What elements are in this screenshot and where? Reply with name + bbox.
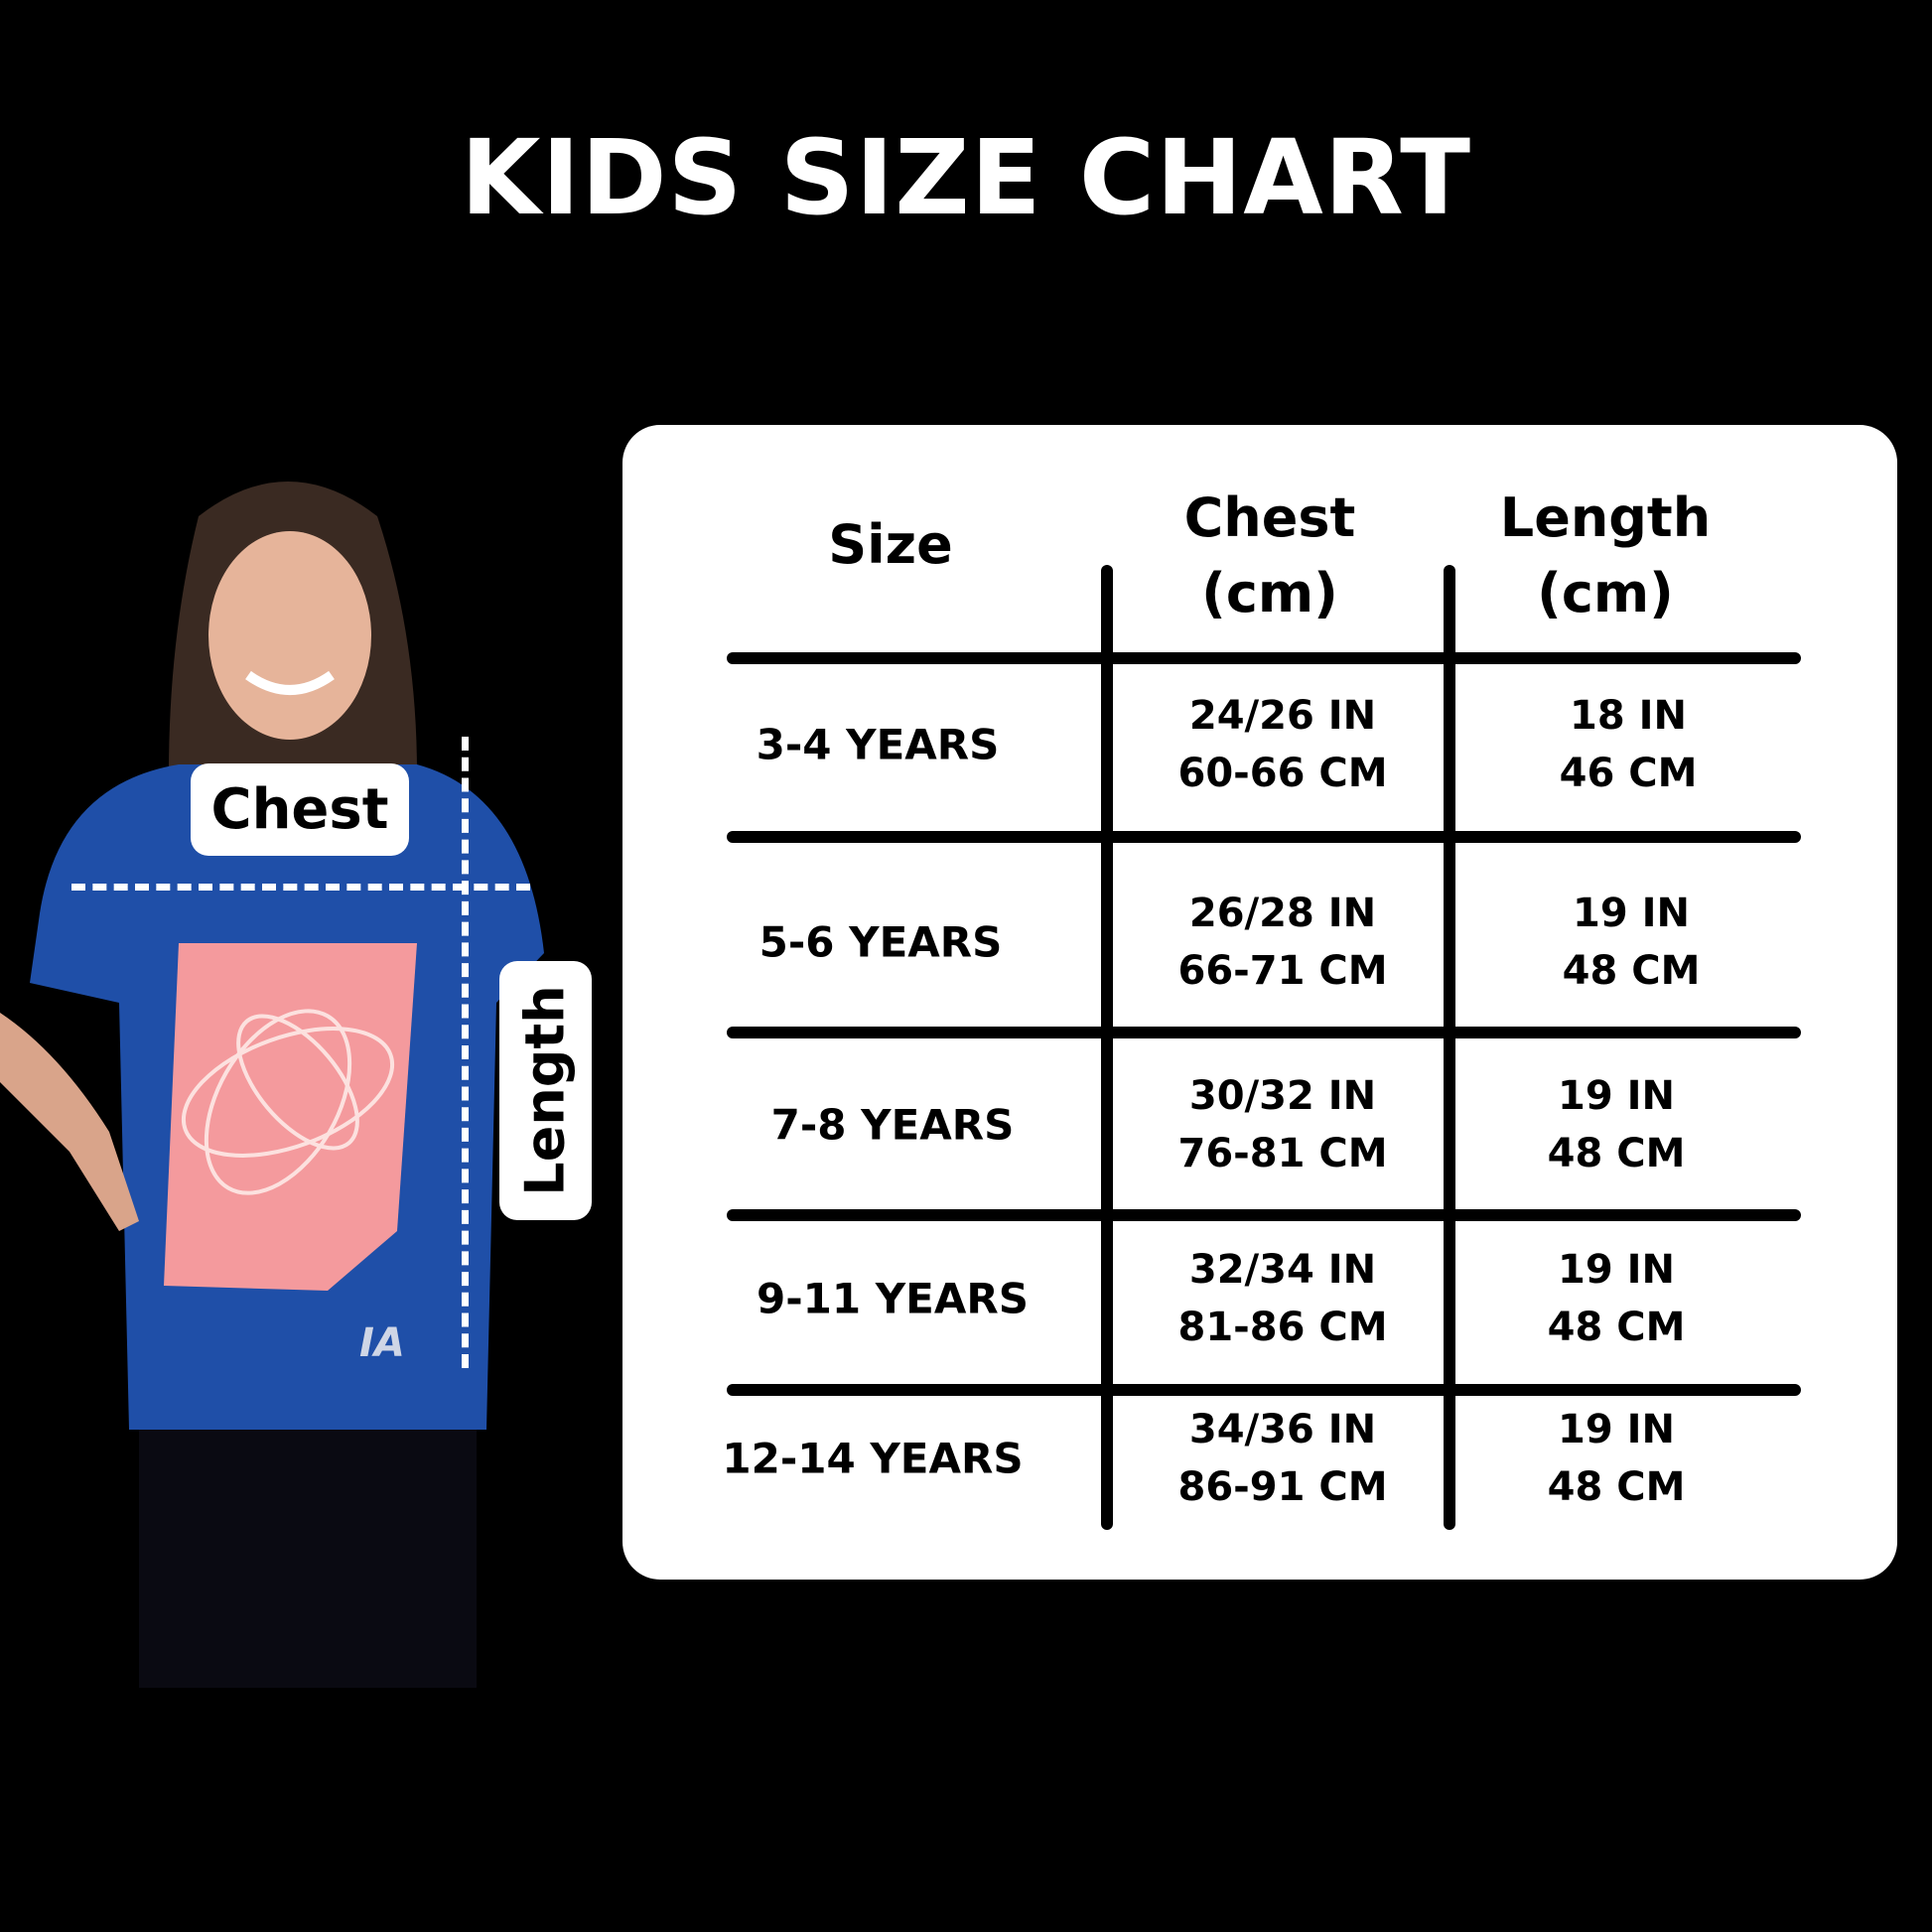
length-cell: 18 IN 46 CM (1560, 687, 1698, 802)
length-in: 18 IN (1570, 693, 1687, 739)
length-measure-line (462, 737, 469, 1368)
chest-in: 24/26 IN (1188, 693, 1377, 739)
chest-label-text: Chest (210, 777, 389, 842)
girl-in-tshirt-illustration (0, 482, 544, 1688)
length-cm: 46 CM (1559, 751, 1698, 796)
length-cm: 48 CM (1547, 1305, 1686, 1350)
length-cell: 19 IN 48 CM (1548, 1401, 1686, 1516)
header-chest: Chest (cm) (1184, 481, 1356, 631)
model-photo: IA (0, 457, 616, 1698)
row-divider (727, 1209, 1801, 1221)
chest-cell: 30/32 IN 76-81 CM (1177, 1067, 1387, 1182)
length-cm: 48 CM (1547, 1131, 1686, 1176)
size-cell: 7-8 YEARS (770, 1100, 1015, 1150)
page-title: KIDS SIZE CHART (460, 117, 1472, 238)
size-cell: 9-11 YEARS (757, 1274, 1029, 1323)
length-cell: 19 IN 48 CM (1548, 1241, 1686, 1356)
chest-cm: 76-81 CM (1177, 1131, 1388, 1176)
chest-measure-line (71, 884, 530, 891)
size-cell: 5-6 YEARS (759, 917, 1003, 967)
chest-in: 32/34 IN (1188, 1247, 1377, 1293)
header-length-line2: (cm) (1537, 562, 1674, 624)
chest-cell: 32/34 IN 81-86 CM (1177, 1241, 1387, 1356)
column-divider (1444, 565, 1455, 1530)
chest-in: 26/28 IN (1188, 891, 1377, 936)
shirt-logo: IA (359, 1320, 405, 1366)
chest-label: Chest (191, 763, 409, 856)
chest-cm: 86-91 CM (1177, 1464, 1388, 1510)
row-divider (727, 1384, 1801, 1396)
chest-cm: 60-66 CM (1177, 751, 1388, 796)
header-length: Length (cm) (1500, 481, 1711, 631)
header-chest-line1: Chest (1183, 486, 1356, 549)
chest-in: 34/36 IN (1188, 1407, 1377, 1452)
length-in: 19 IN (1558, 1073, 1675, 1119)
header-length-line1: Length (1499, 486, 1712, 549)
chest-cell: 34/36 IN 86-91 CM (1177, 1401, 1387, 1516)
column-divider (1101, 565, 1113, 1530)
header-chest-line2: (cm) (1201, 562, 1338, 624)
length-in: 19 IN (1558, 1407, 1675, 1452)
length-label-text: Length (514, 985, 578, 1196)
chest-cell: 26/28 IN 66-71 CM (1177, 885, 1387, 1000)
length-cell: 19 IN 48 CM (1563, 885, 1701, 1000)
row-divider (727, 652, 1801, 664)
size-cell: 12-14 YEARS (722, 1434, 1024, 1483)
length-label: Length (499, 961, 592, 1220)
length-cm: 48 CM (1547, 1464, 1686, 1510)
row-divider (727, 1027, 1801, 1038)
length-cell: 19 IN 48 CM (1548, 1067, 1686, 1182)
header-size: Size (828, 513, 953, 576)
length-cm: 48 CM (1562, 948, 1701, 994)
chest-in: 30/32 IN (1188, 1073, 1377, 1119)
length-in: 19 IN (1573, 891, 1690, 936)
chest-cm: 81-86 CM (1177, 1305, 1388, 1350)
chest-cm: 66-71 CM (1177, 948, 1388, 994)
row-divider (727, 831, 1801, 843)
size-cell: 3-4 YEARS (756, 720, 1000, 769)
length-in: 19 IN (1558, 1247, 1675, 1293)
chest-cell: 24/26 IN 60-66 CM (1177, 687, 1387, 802)
